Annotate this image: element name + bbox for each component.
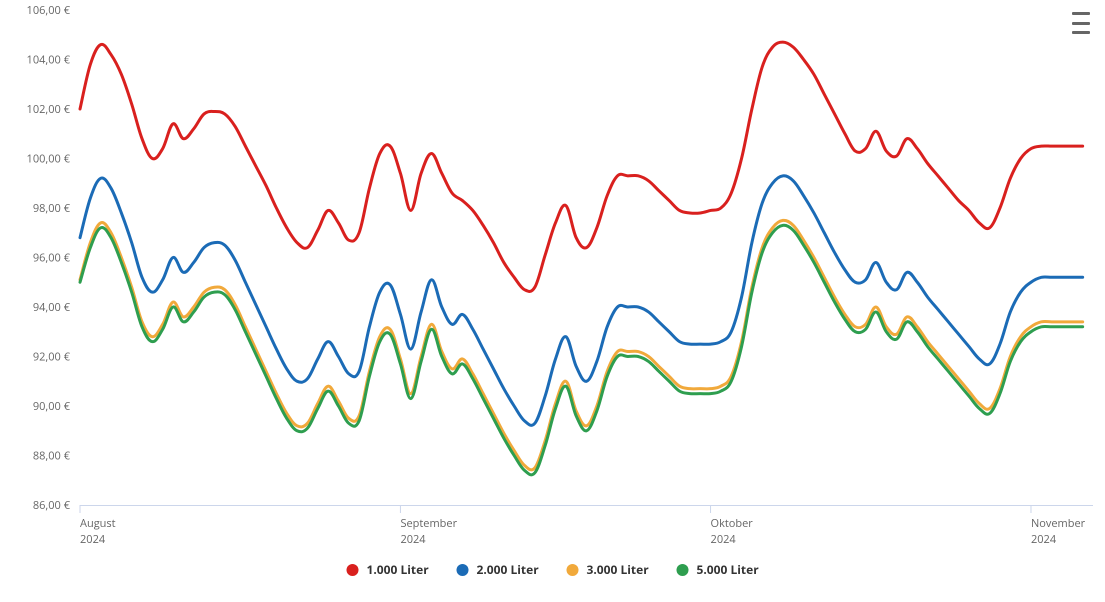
legend-item[interactable]: 2.000 Liter xyxy=(457,561,540,578)
series-line xyxy=(80,225,1083,475)
legend-marker xyxy=(457,564,469,576)
legend-item[interactable]: 5.000 Liter xyxy=(677,561,760,578)
x-tick-label: November xyxy=(1031,516,1086,531)
legend-label: 3.000 Liter xyxy=(587,561,650,578)
legend-marker xyxy=(677,564,689,576)
y-tick-label: 98,00 € xyxy=(33,201,71,216)
legend-label: 1.000 Liter xyxy=(367,561,430,578)
y-tick-label: 106,00 € xyxy=(27,3,71,18)
chart-svg: 86,00 € 88,00 € 90,00 € 92,00 € 94,00 € 96,00… xyxy=(0,0,1105,602)
y-tick-label: 88,00 € xyxy=(33,449,71,464)
price-chart: 86,00 € 88,00 € 90,00 € 92,00 € 94,00 € 96,00… xyxy=(0,0,1105,602)
y-tick-label: 96,00 € xyxy=(33,251,71,266)
legend-label: 2.000 Liter xyxy=(477,561,540,578)
chart-menu-icon[interactable] xyxy=(1069,10,1093,36)
x-tick-label: August xyxy=(80,516,116,531)
y-tick-label: 102,00 € xyxy=(27,102,71,117)
y-tick-label: 90,00 € xyxy=(33,399,71,414)
x-tick-label: Oktober xyxy=(711,516,754,531)
x-tick-sublabel: 2024 xyxy=(711,532,737,547)
y-tick-label: 100,00 € xyxy=(27,152,71,167)
legend-label: 5.000 Liter xyxy=(697,561,760,578)
x-tick-label: September xyxy=(400,516,457,531)
x-tick-sublabel: 2024 xyxy=(1031,532,1057,547)
y-tick-label: 94,00 € xyxy=(33,300,71,315)
x-tick-sublabel: 2024 xyxy=(400,532,426,547)
x-tick-sublabel: 2024 xyxy=(80,532,106,547)
legend-item[interactable]: 1.000 Liter xyxy=(347,561,430,578)
y-tick-label: 104,00 € xyxy=(27,53,71,68)
legend-marker xyxy=(347,564,359,576)
series-line xyxy=(80,220,1083,470)
y-tick-label: 86,00 € xyxy=(33,498,71,513)
legend-marker xyxy=(567,564,579,576)
y-tick-label: 92,00 € xyxy=(33,350,71,365)
legend-item[interactable]: 3.000 Liter xyxy=(567,561,650,578)
